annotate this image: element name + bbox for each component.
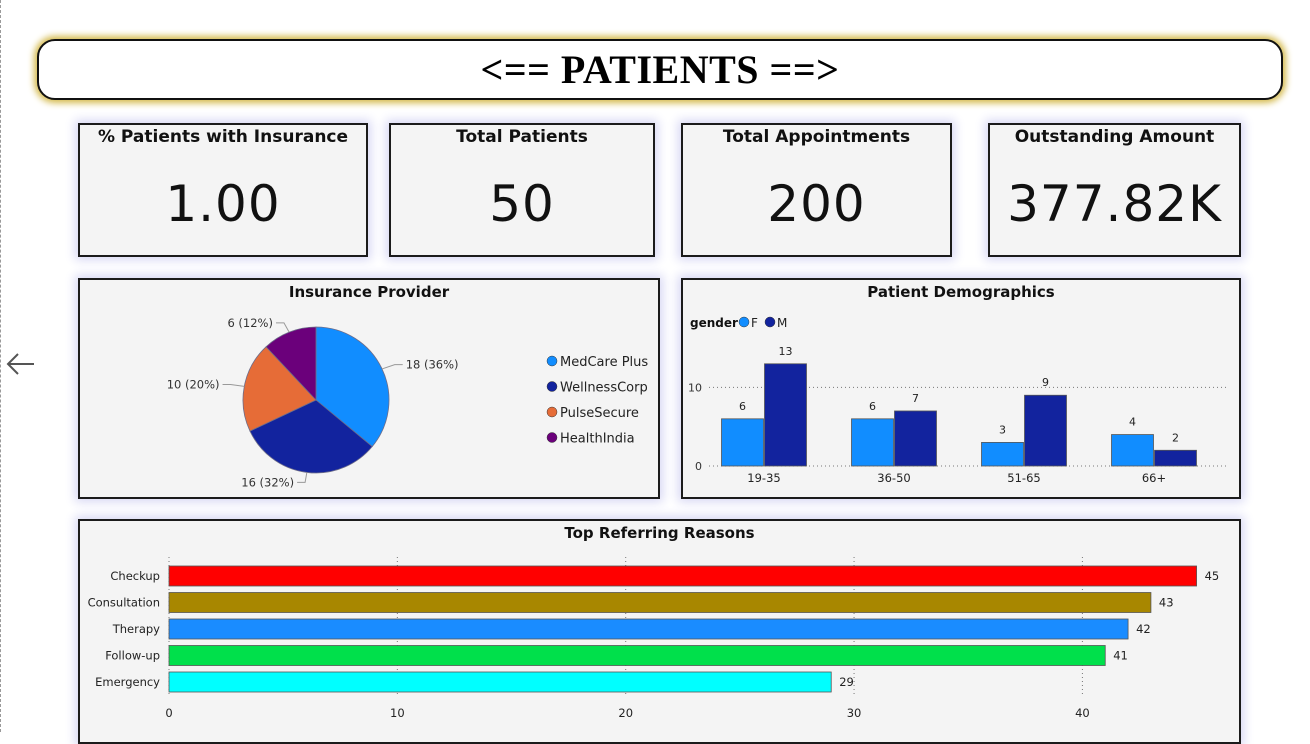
- legend-label: HealthIndia: [560, 432, 635, 447]
- kpi-title: Total Patients: [456, 127, 588, 147]
- x-tick-label: 30: [847, 706, 862, 720]
- legend-label: MedCare Plus: [560, 355, 648, 370]
- patient-demographics-panel[interactable]: Patient Demographics gender F M 0 10 6 13 19-35…: [681, 278, 1241, 499]
- kpi-value: 200: [767, 175, 866, 233]
- back-arrow-icon[interactable]: [4, 348, 36, 380]
- top-referring-reasons-panel[interactable]: Top Referring Reasons 0 10 20 30 40 Checkup 45…: [78, 519, 1241, 744]
- y-category-label: Checkup: [110, 569, 160, 583]
- bar-emergency: [168, 671, 832, 693]
- legend-marker: [546, 381, 558, 392]
- kpi-card-total-appointments[interactable]: Total Appointments 200: [681, 123, 952, 257]
- bar-m: [1024, 394, 1067, 467]
- kpi-value: 50: [489, 175, 555, 233]
- legend-label: WellnessCorp: [560, 381, 648, 396]
- legend-label: PulseSecure: [560, 406, 639, 421]
- insurance-provider-chart: 18 (36%) 16 (32%) 10 (20%) 6 (12%) MedCare P…: [167, 316, 649, 490]
- bar-consultation: [168, 592, 1152, 613]
- bar-f: [721, 418, 764, 467]
- legend-marker: [764, 316, 776, 328]
- bar-data-label: 2: [1172, 431, 1179, 444]
- y-tick-label: 10: [688, 381, 702, 394]
- bar-data-label: 3: [999, 423, 1006, 436]
- x-tick-label: 19-35: [747, 471, 780, 485]
- kpi-card-insurance-rate[interactable]: % Patients with Insurance 1.00: [78, 123, 368, 257]
- bar-m: [1154, 449, 1197, 467]
- bar-m: [894, 410, 937, 467]
- bar-data-label: 6: [739, 400, 746, 413]
- bar-data-label: 43: [1159, 596, 1174, 610]
- bar-checkup: [168, 565, 1197, 587]
- legend-marker: [546, 406, 558, 418]
- pie-leader-line: [275, 322, 290, 333]
- kpi-title: Total Appointments: [722, 127, 911, 147]
- chart-title: Insurance Provider: [288, 283, 450, 301]
- kpi-card-outstanding-amount[interactable]: Outstanding Amount 377.82K: [988, 123, 1241, 257]
- pie-leader-line: [381, 364, 403, 370]
- bar-data-label: 42: [1136, 622, 1151, 636]
- y-category-label: Therapy: [112, 622, 160, 636]
- bar-data-label: 6: [869, 400, 876, 413]
- legend-marker: [546, 355, 558, 367]
- patient-demographics-chart: gender F M 0 10 6 13 19-35 6 7 36-50 3 9 51-65 4 2 66+: [688, 316, 1229, 485]
- x-tick-label: 20: [618, 706, 633, 720]
- kpi-title: % Patients with Insurance: [97, 127, 349, 147]
- y-category-label: Consultation: [88, 596, 160, 610]
- bar-data-label: 9: [1042, 376, 1049, 389]
- chart-title: Patient Demographics: [867, 283, 1055, 301]
- pie-data-label: 10 (20%): [167, 377, 220, 391]
- page-title-banner: <== PATIENTS ==>: [37, 39, 1283, 100]
- bar-data-label: 41: [1113, 649, 1128, 663]
- kpi-title: Outstanding Amount: [1014, 127, 1215, 147]
- left-border: [0, 0, 4, 732]
- y-tick-label: 0: [695, 460, 702, 473]
- bar-m: [764, 363, 807, 467]
- bar-therapy: [168, 618, 1129, 640]
- x-tick-label: 10: [390, 706, 405, 720]
- chart-title: Top Referring Reasons: [564, 524, 755, 542]
- pie-leader-line: [222, 383, 245, 387]
- legend-marker: [546, 432, 558, 443]
- legend-title: gender: [690, 316, 738, 330]
- x-tick-label: 0: [165, 706, 172, 720]
- pie-slice: [249, 399, 373, 474]
- bar-follow-up: [168, 645, 1106, 666]
- bar-data-label: 13: [779, 345, 793, 358]
- pie-slice: [242, 346, 317, 432]
- page-title: <== PATIENTS ==>: [480, 47, 840, 92]
- x-tick-label: 51-65: [1007, 471, 1040, 485]
- insurance-provider-panel[interactable]: Insurance Provider 18 (36%) 16 (32%) 10 (2…: [78, 278, 660, 499]
- bar-data-label: 45: [1205, 569, 1220, 583]
- bar-f: [851, 418, 894, 467]
- pie-slice: [315, 326, 390, 448]
- bar-data-label: 7: [912, 392, 919, 405]
- pie-data-label: 16 (32%): [241, 475, 294, 489]
- y-category-label: Emergency: [95, 675, 160, 689]
- pie-leader-line: [297, 472, 308, 483]
- x-tick-label: 36-50: [877, 471, 910, 485]
- kpi-card-total-patients[interactable]: Total Patients 50: [389, 123, 655, 257]
- pie-data-label: 18 (36%): [406, 358, 459, 372]
- legend-marker: [738, 316, 750, 328]
- legend-label: M: [777, 316, 787, 330]
- kpi-value: 377.82K: [1007, 175, 1222, 233]
- top-referring-reasons-chart: 0 10 20 30 40 Checkup 45 Consultation 43 Therapy 4…: [88, 557, 1220, 720]
- bar-data-label: 29: [839, 675, 854, 689]
- x-tick-label: 66+: [1142, 471, 1166, 485]
- y-category-label: Follow-up: [105, 649, 160, 663]
- bar-data-label: 4: [1129, 416, 1136, 429]
- bar-f: [981, 442, 1024, 467]
- legend-label: F: [751, 316, 758, 330]
- x-tick-label: 40: [1075, 706, 1090, 720]
- bar-f: [1111, 434, 1154, 467]
- kpi-value: 1.00: [165, 175, 281, 233]
- pie-data-label: 6 (12%): [227, 316, 273, 330]
